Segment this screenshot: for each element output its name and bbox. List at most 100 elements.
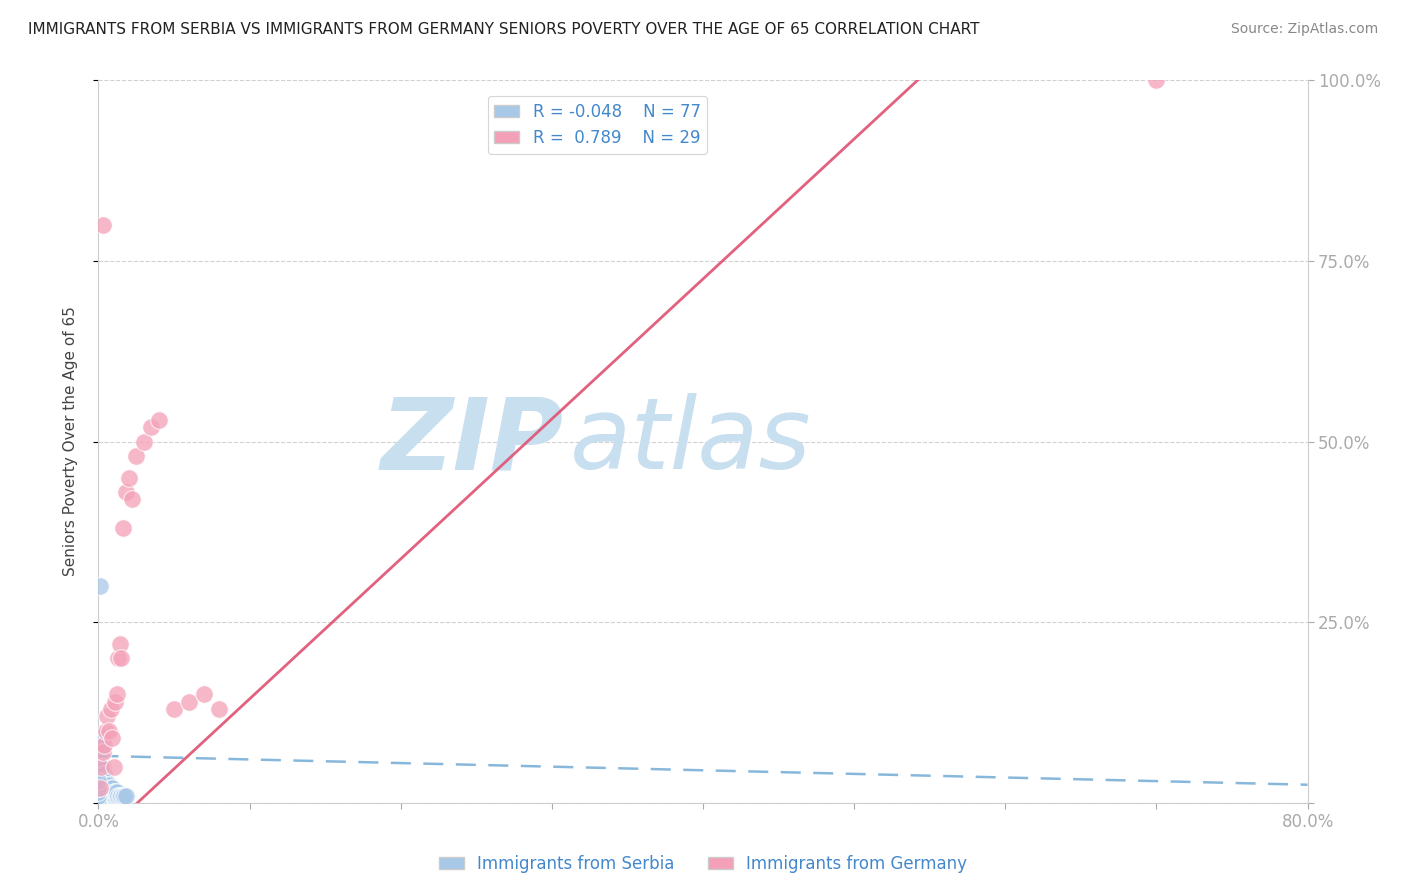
Point <box>98 785 121 799</box>
Point <box>1144 73 1167 87</box>
Legend: R = -0.048    N = 77, R =  0.789    N = 29: R = -0.048 N = 77, R = 0.789 N = 29 <box>488 95 707 153</box>
Point <box>93 781 115 796</box>
Point <box>93 738 115 752</box>
Point <box>89 760 111 774</box>
Point <box>103 785 125 799</box>
Point <box>89 792 111 806</box>
Y-axis label: Seniors Poverty Over the Age of 65: Seniors Poverty Over the Age of 65 <box>63 307 77 576</box>
Text: ZIP: ZIP <box>381 393 564 490</box>
Point <box>89 796 111 810</box>
Point <box>89 760 111 774</box>
Point <box>104 789 127 803</box>
Point <box>98 778 121 792</box>
Point <box>89 774 111 789</box>
Point <box>89 781 111 796</box>
Point <box>114 789 136 803</box>
Point <box>90 760 112 774</box>
Point <box>103 760 125 774</box>
Point <box>90 752 112 766</box>
Point <box>100 702 122 716</box>
Point <box>107 789 129 803</box>
Point <box>89 789 111 803</box>
Point <box>93 774 115 789</box>
Point <box>179 695 201 709</box>
Point <box>96 785 118 799</box>
Point <box>112 789 135 803</box>
Point <box>87 796 110 810</box>
Point <box>96 778 118 792</box>
Point <box>87 796 110 810</box>
Point <box>87 789 110 803</box>
Point <box>91 774 114 789</box>
Point <box>91 792 114 806</box>
Point <box>94 723 117 738</box>
Point <box>89 738 111 752</box>
Point <box>93 789 115 803</box>
Point <box>111 789 134 803</box>
Point <box>100 781 122 796</box>
Point <box>98 723 121 738</box>
Point <box>89 774 111 789</box>
Point <box>105 785 128 799</box>
Point <box>94 789 117 803</box>
Point <box>94 774 117 789</box>
Point <box>111 521 134 535</box>
Point <box>89 579 111 593</box>
Point <box>101 789 124 803</box>
Point <box>89 778 111 792</box>
Point <box>90 767 112 781</box>
Point <box>105 687 128 701</box>
Point <box>107 651 129 665</box>
Point <box>103 789 125 803</box>
Point <box>87 792 110 806</box>
Point <box>91 781 114 796</box>
Point <box>125 449 148 463</box>
Point <box>89 796 111 810</box>
Point <box>89 752 111 766</box>
Point <box>89 781 111 796</box>
Point <box>132 434 155 449</box>
Point <box>89 796 111 810</box>
Point <box>104 785 127 799</box>
Point <box>108 789 131 803</box>
Point <box>90 796 112 810</box>
Point <box>96 709 118 723</box>
Point <box>148 413 170 427</box>
Point <box>87 796 110 810</box>
Point <box>90 785 112 799</box>
Point <box>87 796 110 810</box>
Point <box>108 637 131 651</box>
Point <box>91 745 114 759</box>
Point <box>91 218 114 232</box>
Point <box>91 789 114 803</box>
Point <box>89 745 111 759</box>
Text: atlas: atlas <box>569 393 811 490</box>
Point <box>114 485 136 500</box>
Point <box>141 420 163 434</box>
Point <box>93 767 115 781</box>
Point <box>87 789 110 803</box>
Point <box>110 789 132 803</box>
Point <box>163 702 186 716</box>
Point <box>89 785 111 799</box>
Point <box>101 781 124 796</box>
Point <box>193 687 215 701</box>
Point <box>110 651 132 665</box>
Point <box>87 774 110 789</box>
Text: Source: ZipAtlas.com: Source: ZipAtlas.com <box>1230 22 1378 37</box>
Point <box>90 789 112 803</box>
Point <box>118 470 141 484</box>
Point <box>87 790 110 805</box>
Point <box>91 760 114 774</box>
Point <box>94 781 117 796</box>
Point <box>90 792 112 806</box>
Point <box>101 731 124 745</box>
Point <box>87 792 110 806</box>
Point <box>90 745 112 759</box>
Point <box>89 731 111 745</box>
Point <box>89 785 111 799</box>
Point <box>208 702 231 716</box>
Point <box>104 695 127 709</box>
Point <box>87 781 110 796</box>
Point <box>100 785 122 799</box>
